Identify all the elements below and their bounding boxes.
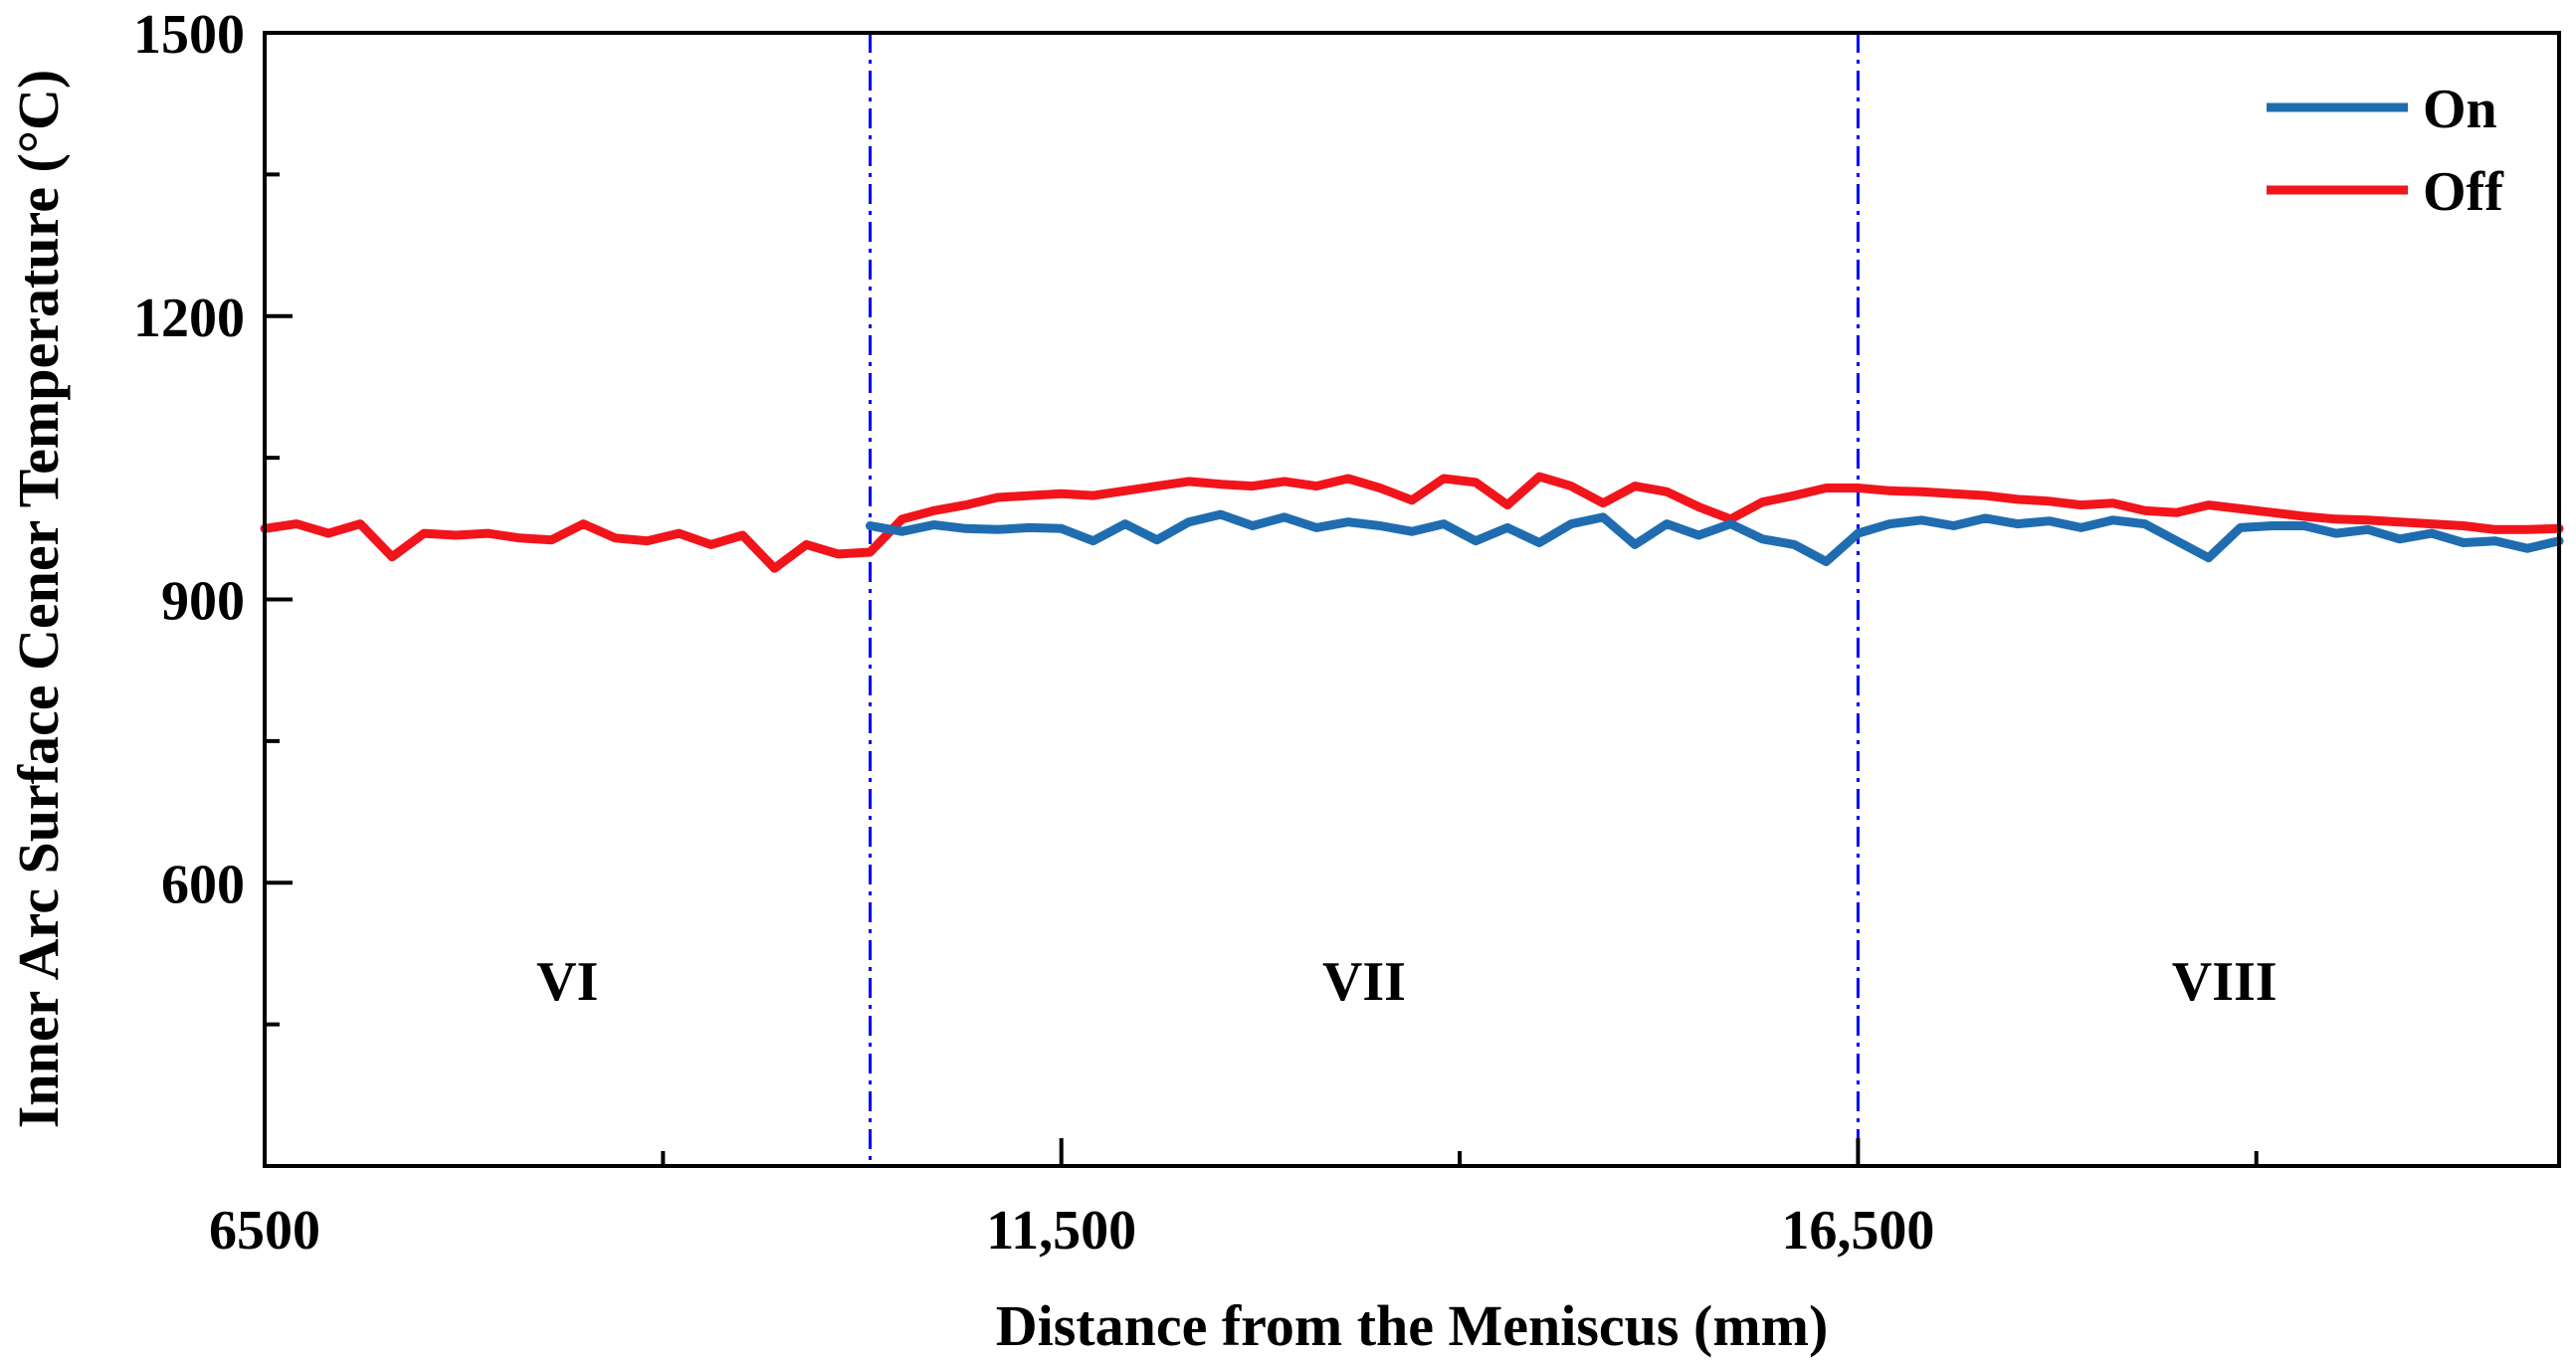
zone-label: VI <box>536 951 598 1013</box>
x-axis-label: Distance from the Meniscus (mm) <box>996 1293 1829 1358</box>
legend-label-off: Off <box>2423 161 2504 223</box>
zone-layer: VI VII VIII <box>536 33 2278 1166</box>
legend: On Off <box>2267 79 2504 223</box>
y-tick-label: 900 <box>161 571 245 633</box>
series-line-on <box>866 509 2564 566</box>
series-layer <box>260 472 2564 573</box>
legend-label-on: On <box>2423 79 2497 140</box>
y-axis-label: Inner Arc Surface Cener Temperature (°C) <box>6 70 71 1128</box>
ticks-layer <box>263 31 2259 1166</box>
x-tick-label: 6500 <box>209 1200 320 1262</box>
x-tick-label: 11,500 <box>986 1200 1136 1262</box>
x-tick-label: 16,500 <box>1781 1200 1934 1262</box>
y-tick-label: 1500 <box>133 4 245 66</box>
y-tick-label: 1200 <box>133 288 245 349</box>
series-line-off <box>260 472 2564 573</box>
zone-label: VII <box>1322 951 1406 1013</box>
zone-label: VIII <box>2172 951 2278 1013</box>
y-tick-label: 600 <box>161 854 245 915</box>
tick-labels-layer: 6500 11,500 16,500 600 900 1200 1500 <box>133 4 1934 1262</box>
